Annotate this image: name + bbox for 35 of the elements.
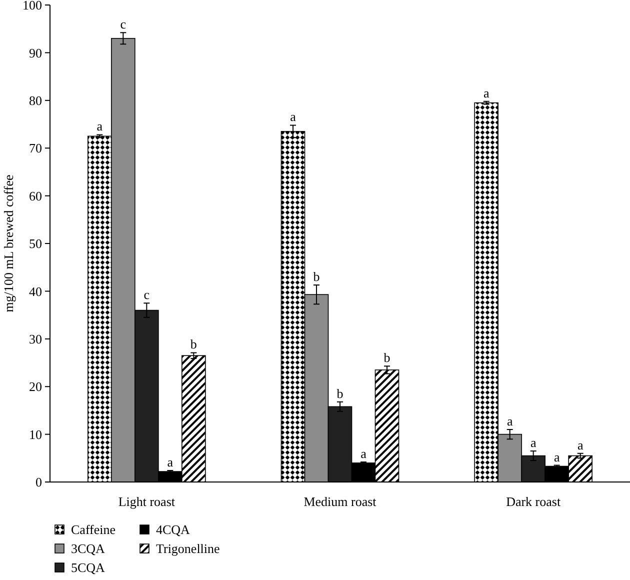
data-label: b <box>384 350 390 366</box>
y-tick-label: 20 <box>29 379 42 394</box>
y-tick-label: 90 <box>29 45 42 60</box>
data-label: a <box>506 414 513 429</box>
data-label: c <box>120 16 126 32</box>
data-label: a <box>554 449 560 464</box>
y-tick-label: 10 <box>29 426 42 442</box>
legend-label: 3CQA <box>71 541 106 556</box>
y-tick-label: 70 <box>29 140 42 156</box>
y-axis-title: mg/100 mL brewed coffee <box>1 174 16 312</box>
data-label: a <box>360 446 367 461</box>
legend-label: Caffeine <box>71 522 116 537</box>
data-label: a <box>96 118 103 134</box>
y-tick-label: 40 <box>29 284 42 299</box>
data-label: c <box>144 287 150 302</box>
y-tick-label: 100 <box>22 0 42 13</box>
data-label: a <box>530 434 536 450</box>
x-tick-label: Light roast <box>118 494 176 509</box>
y-tick-label: 0 <box>36 474 42 490</box>
data-label: a <box>167 454 174 470</box>
y-tick-label: 30 <box>29 331 42 346</box>
data-label: b <box>190 336 197 352</box>
x-tick-label: Medium roast <box>304 494 377 509</box>
data-label: a <box>483 85 490 100</box>
data-label: a <box>577 437 584 452</box>
legend-label: Trigonelline <box>156 541 220 556</box>
y-tick-label: 50 <box>29 236 42 252</box>
legend-label: 4CQA <box>156 522 191 537</box>
data-label: a <box>290 109 296 124</box>
data-label: b <box>336 386 344 401</box>
legend-label: 5CQA <box>71 560 106 575</box>
y-tick-label: 80 <box>29 92 42 108</box>
data-label: b <box>313 269 320 284</box>
x-tick-label: Dark roast <box>506 494 561 509</box>
y-tick-label: 60 <box>29 188 42 204</box>
